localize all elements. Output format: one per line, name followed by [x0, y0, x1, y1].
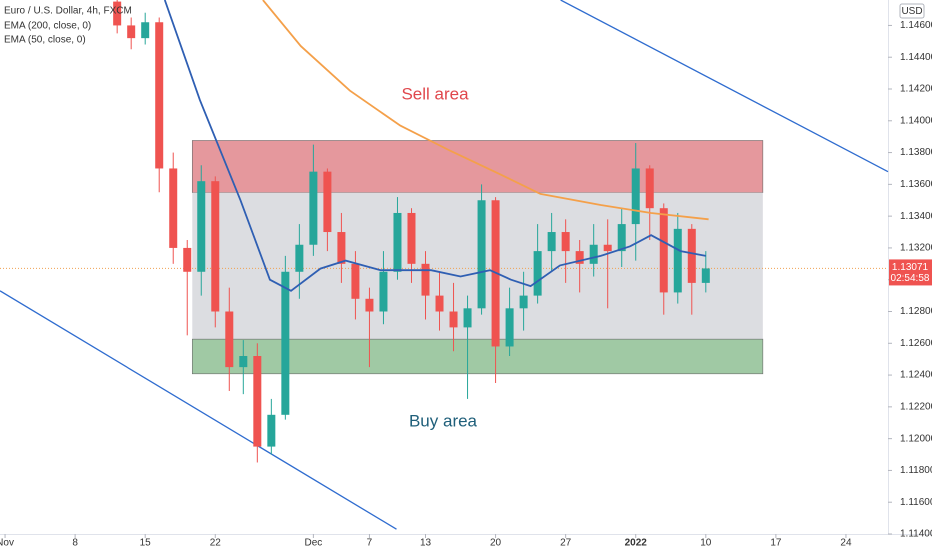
y-tick-label: 1.12400 [900, 370, 932, 381]
candle-body [505, 308, 514, 347]
x-tick-label: 17 [770, 538, 782, 549]
candle-body [239, 356, 248, 368]
candle-body [281, 271, 290, 415]
candle-body [589, 244, 598, 264]
candle-body [309, 171, 318, 245]
legend-title: Euro / U.S. Dollar, 4h, FXCM [4, 6, 132, 17]
candle-body [463, 308, 472, 328]
y-tick-label: 1.11600 [900, 497, 932, 508]
annotation: Sell area [401, 84, 469, 103]
candle-body [673, 228, 682, 293]
candle-body [113, 1, 122, 26]
candle-body [575, 251, 584, 264]
y-tick-label: 1.11400 [900, 529, 932, 540]
candle-body [337, 232, 346, 264]
candle-body [547, 232, 556, 252]
candle-body [127, 25, 136, 39]
y-tick-label: 1.12800 [900, 306, 932, 317]
candle-body [687, 228, 696, 283]
x-tick-label: 15 [140, 538, 152, 549]
x-tick-label: 10 [700, 538, 712, 549]
zone [191, 338, 764, 375]
y-tick-label: 1.13800 [900, 147, 932, 158]
candle-body [435, 295, 444, 312]
candle-body [267, 414, 276, 447]
last-price-label: 1.13071 [892, 262, 929, 273]
candle-body [407, 212, 416, 264]
x-tick-label: 8 [72, 538, 78, 549]
candle-body [365, 298, 374, 312]
y-tick-label: 1.14200 [900, 84, 932, 95]
candle-body [617, 224, 626, 252]
last-price-tag [889, 259, 932, 286]
ema-line [262, 0, 709, 221]
candle-body [631, 168, 640, 225]
ema-line [163, 0, 706, 292]
y-tick-label: 1.13600 [900, 179, 932, 190]
y-tick-label: 1.13400 [900, 211, 932, 222]
candle-body [225, 311, 234, 368]
candle-body [701, 268, 710, 283]
countdown-label: 02:54:58 [891, 273, 930, 284]
candle-body [141, 22, 150, 39]
y-tick-label: 1.14000 [900, 115, 932, 126]
y-tick-label: 1.14400 [900, 52, 932, 63]
candle-body [533, 251, 542, 296]
zone [191, 140, 764, 193]
candle-body [211, 181, 220, 312]
candle-body [519, 295, 528, 309]
candle-body [169, 168, 178, 248]
candle-body [561, 232, 570, 252]
y-tick-label: 1.12000 [900, 433, 932, 444]
candle-body [183, 247, 192, 272]
y-tick-label: 1.11800 [900, 465, 932, 476]
x-tick-label: 22 [210, 538, 222, 549]
candle-body [295, 244, 304, 272]
currency-box [899, 3, 925, 19]
candle-body [253, 356, 262, 447]
x-tick-label: 2022 [625, 538, 648, 549]
x-tick-label: Dec [304, 538, 322, 549]
x-tick-label: 20 [490, 538, 502, 549]
x-tick-label: 7 [367, 538, 373, 549]
candle-body [659, 208, 668, 293]
candle-body [197, 181, 206, 272]
candle-body [421, 263, 430, 296]
candle-body [477, 200, 486, 309]
x-tick-label: 13 [420, 538, 432, 549]
y-tick-label: 1.12200 [900, 401, 932, 412]
y-tick-label: 1.12600 [900, 338, 932, 349]
candle-body [449, 311, 458, 328]
x-tick-label: 24 [840, 538, 852, 549]
legend-indicator: EMA (200, close, 0) [4, 21, 91, 32]
annotation: Buy area [409, 411, 478, 430]
x-tick-label: Nov [0, 538, 14, 549]
candle-body [379, 271, 388, 312]
trend-line [560, 0, 889, 173]
x-tick-label: 27 [560, 538, 572, 549]
candle-body [351, 263, 360, 299]
candle-body [393, 212, 402, 272]
y-tick-label: 1.13200 [900, 243, 932, 254]
candle-body [155, 22, 164, 169]
candle-body [603, 244, 612, 252]
trend-line [0, 290, 397, 530]
legend-indicator: EMA (50, close, 0) [4, 35, 86, 46]
currency-label: USD [901, 6, 922, 17]
y-tick-label: 1.14600 [900, 20, 932, 31]
candle-body [645, 168, 654, 209]
candle-body [323, 171, 332, 233]
